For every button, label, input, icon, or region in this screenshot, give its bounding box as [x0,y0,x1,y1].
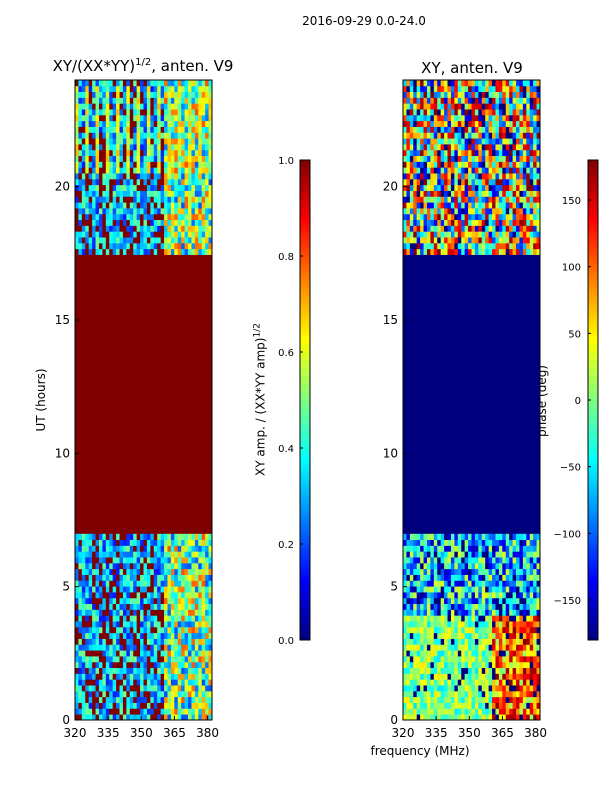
amp-y-tick-label: 0 [62,713,70,727]
amp-x-tick-label: 350 [130,726,153,740]
colorbar-tick-label: 50 [568,329,581,340]
amp-heatmap [75,80,213,721]
amp-y-tick-label: 10 [55,446,70,460]
colorbar-tick-label: 0.0 [278,636,294,647]
amp-colorbar: 0.0 0.2 0.4 0.6 0.8 1.0 [278,156,311,647]
colorbar-tick-label: 1.0 [278,156,294,167]
colorbar-tick-label: 0.6 [278,348,294,359]
colorbar-tick-label: −100 [554,529,581,540]
phase-heatmap [403,80,541,721]
amp-x-tick-label: 365 [163,726,186,740]
amp-x-tick-label: 320 [64,726,87,740]
phase-colorbar: −150 −100 −50 0 50 100 150 [554,159,599,641]
phase-x-tick-label: 365 [491,726,514,740]
colorbar-tick-label: 0.2 [278,540,294,551]
phase-x-tick-label: 350 [458,726,481,740]
phase-x-tick-label: 335 [425,726,448,740]
axes-ticks: 320 335 350 365 380 0 5 10 15 20 320 335 350 365 380 0 5… [55,79,547,740]
phase-x-tick-label: 380 [524,726,547,740]
colorbar-tick-label: 0 [575,396,581,407]
phase-y-tick-label: 15 [383,313,398,327]
phase-y-tick-label: 5 [390,580,398,594]
colorbar-tick-label: −150 [554,596,581,607]
phase-y-tick-label: 10 [383,446,398,460]
amp-y-tick-label: 15 [55,313,70,327]
amp-y-tick-label: 5 [62,580,70,594]
amp-x-tick-label: 335 [97,726,120,740]
amp-x-tick-label: 380 [196,726,219,740]
phase-y-tick-label: 20 [383,180,398,194]
amp-y-tick-label: 20 [55,180,70,194]
colorbar-tick-label: −50 [560,463,581,474]
amp-title-rest: , anten. V9 [151,57,234,75]
amp-title-exponent: 1/2 [135,57,152,68]
x-axis-label: frequency (MHz) [370,744,470,758]
amp-panel-title: XY/(XX*YY)1/2, anten. V9 [40,57,246,75]
colorbar-tick-label: 0.4 [278,444,294,455]
phase-panel-title: XY, anten. V9 [421,59,523,77]
figure-title: 2016-09-29 0.0-24.0 [302,14,426,28]
colorbar-tick-label: 150 [562,196,581,207]
colorbar-tick-label: 0.8 [278,252,294,263]
colorbar-tick-label: 100 [562,263,581,274]
phase-x-tick-label: 320 [392,726,415,740]
amp-title-main: XY/(XX*YY) [52,57,136,75]
phase-y-tick-label: 0 [390,713,398,727]
